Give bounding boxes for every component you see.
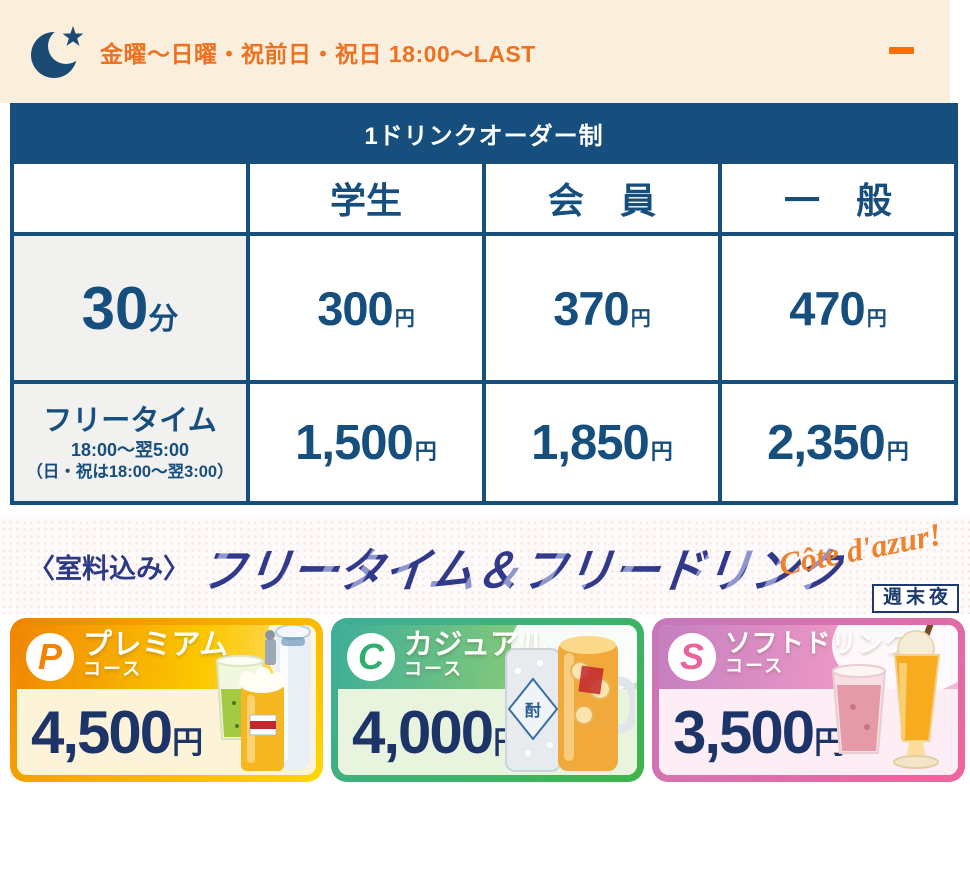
- casual-drinks-image: 酎: [505, 636, 635, 772]
- price-freetime-member: 1,850: [531, 415, 650, 470]
- premium-name: プレミアム: [83, 629, 229, 661]
- yen-label: 円: [414, 438, 437, 464]
- column-header-student: 学生: [250, 164, 482, 232]
- softdrink-suffix: コース: [725, 656, 785, 677]
- freetime-hours: 18:00〜翌5:00: [70, 440, 190, 461]
- svg-text:酎: 酎: [525, 701, 541, 720]
- freetime-note: （日・祝は18:00〜翌3:00）: [26, 462, 234, 481]
- price-cell: 1,500 円: [250, 384, 482, 501]
- column-header-member: 会 員: [486, 164, 718, 232]
- softdrink-name: ソフトドリンク: [725, 628, 911, 658]
- price-30-member: 370: [553, 281, 629, 335]
- price-cell: 470 円: [722, 236, 954, 380]
- yen-label: 円: [886, 438, 909, 464]
- schedule-accordion-header[interactable]: 金曜〜日曜・祝前日・祝日 18:00〜LAST: [0, 0, 950, 103]
- plan-card-premium: P プレミアム コース 4,500 円: [10, 618, 323, 782]
- yen-label: 円: [394, 307, 415, 330]
- price-freetime-general: 2,350: [767, 415, 886, 470]
- row-header-freetime: フリータイム 18:00〜翌5:00 （日・祝は18:00〜翌3:00）: [14, 384, 246, 501]
- casual-suffix: コース: [404, 659, 464, 680]
- price-30-general: 470: [789, 281, 865, 335]
- freetime-label: フリータイム: [43, 404, 217, 437]
- price-cell: 300 円: [250, 236, 482, 380]
- corner-cell: [14, 164, 246, 232]
- premium-drinks-image: [215, 625, 311, 771]
- softdrink-drinks-image: [831, 625, 941, 769]
- plan-card-casual: C カジュアル コース 4,000円 酎: [331, 618, 644, 782]
- column-header-general: 一 般: [722, 164, 954, 232]
- weekend-night-badge: 週末夜: [871, 584, 959, 613]
- premium-price: 4,500: [31, 698, 173, 766]
- price-table: 1ドリンクオーダー制 学生 会 員 一 般 30 分 300 円 370 円 470 円…: [10, 103, 958, 505]
- casual-initial-badge: C: [347, 633, 395, 681]
- softdrink-initial: S: [679, 636, 704, 677]
- freedrink-title: フリータイム＆フリードリンク: [196, 532, 846, 601]
- yen-label: 円: [650, 438, 673, 464]
- collapse-minus-icon[interactable]: [889, 47, 914, 54]
- price-30-student: 300: [317, 281, 393, 335]
- schedule-label: 金曜〜日曜・祝前日・祝日 18:00〜LAST: [100, 40, 536, 67]
- yen-label: 円: [630, 307, 651, 330]
- row-30-unit: 分: [148, 302, 179, 336]
- premium-suffix: コース: [83, 659, 143, 680]
- room-included-label: 〈室料込み〉: [28, 554, 190, 584]
- star-shape: [62, 25, 84, 46]
- price-cell: 1,850 円: [486, 384, 718, 501]
- price-freetime-student: 1,500: [295, 415, 414, 470]
- softdrink-initial-badge: S: [668, 633, 716, 681]
- row-30-number: 30: [81, 274, 149, 342]
- price-table-title: 1ドリンクオーダー制: [14, 107, 954, 160]
- casual-price: 4,000: [352, 698, 494, 766]
- casual-initial: C: [358, 636, 384, 677]
- price-cell: 370 円: [486, 236, 718, 380]
- premium-initial: P: [37, 636, 62, 677]
- premium-initial-badge: P: [26, 633, 74, 681]
- softdrink-price: 3,500: [673, 698, 815, 766]
- plan-card-softdrink: S ソフトドリンク コース 3,500 円: [652, 618, 965, 782]
- price-cell: 2,350 円: [722, 384, 954, 501]
- row-header-30min: 30 分: [14, 236, 246, 380]
- yen-label: 円: [866, 307, 887, 330]
- premium-yen: 円: [172, 724, 204, 760]
- moon-star-icon: [28, 21, 88, 83]
- plans-banner: 〈室料込み〉 フリータイム＆フリードリンク Côte d'azur! 週末夜: [0, 515, 970, 614]
- plan-cards: P プレミアム コース 4,500 円: [10, 618, 965, 782]
- brand-logo: Côte d'azur!: [775, 515, 944, 583]
